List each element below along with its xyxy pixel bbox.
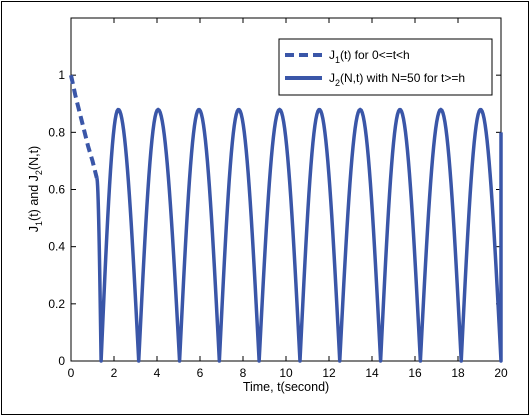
legend-box <box>278 38 493 96</box>
y-label-part: (N,t) <box>27 146 41 170</box>
x-tick-label: 10 <box>279 366 293 380</box>
x-tick-label: 16 <box>408 366 422 380</box>
legend-j2-part: J <box>329 71 335 85</box>
series-group <box>69 74 503 363</box>
y-label-part: J <box>27 226 41 232</box>
series-j1-line <box>69 74 99 179</box>
y-tick-label: 0.6 <box>48 183 65 197</box>
legend-j1-part: (t) for 0<=t<h <box>340 48 410 62</box>
x-tick-label: 12 <box>322 366 336 380</box>
y-label-part: (t) and J <box>27 175 41 221</box>
x-tick-label: 20 <box>494 366 508 380</box>
legend-entry-j1: J1(t) for 0<=t<h <box>329 48 410 65</box>
y-label-sub: 1 <box>34 221 44 226</box>
y-tick-label: 0.2 <box>48 297 65 311</box>
y-tick-label: 0.4 <box>48 240 65 254</box>
x-tick-label: 18 <box>451 366 465 380</box>
x-axis-label: Time, t(second) <box>243 380 329 394</box>
y-tick-label: 1 <box>58 68 65 82</box>
series-j2-line <box>95 107 503 363</box>
legend-j1-part: J <box>329 48 335 62</box>
x-tick-label: 8 <box>240 366 247 380</box>
y-tick-label: 0.8 <box>48 125 65 139</box>
legend-entry-j2: J2(N,t) with N=50 for t>=h <box>329 71 465 88</box>
legend-j1-sub: 1 <box>335 55 340 65</box>
x-tick-label: 14 <box>365 366 379 380</box>
x-tick-label: 0 <box>68 366 75 380</box>
x-tick-label: 4 <box>154 366 161 380</box>
x-tick-label: 6 <box>197 366 204 380</box>
legend-j2-part: (N,t) with N=50 for t>=h <box>340 71 465 85</box>
legend: J1(t) for 0<=t<h J2(N,t) with N=50 for t… <box>278 38 493 96</box>
y-axis-label: J1(t) and J2(N,t) <box>27 146 44 232</box>
y-label-sub: 2 <box>34 170 44 175</box>
x-tick-label: 2 <box>111 366 118 380</box>
y-tick-label: 0 <box>58 354 65 368</box>
legend-j2-sub: 2 <box>335 78 340 88</box>
